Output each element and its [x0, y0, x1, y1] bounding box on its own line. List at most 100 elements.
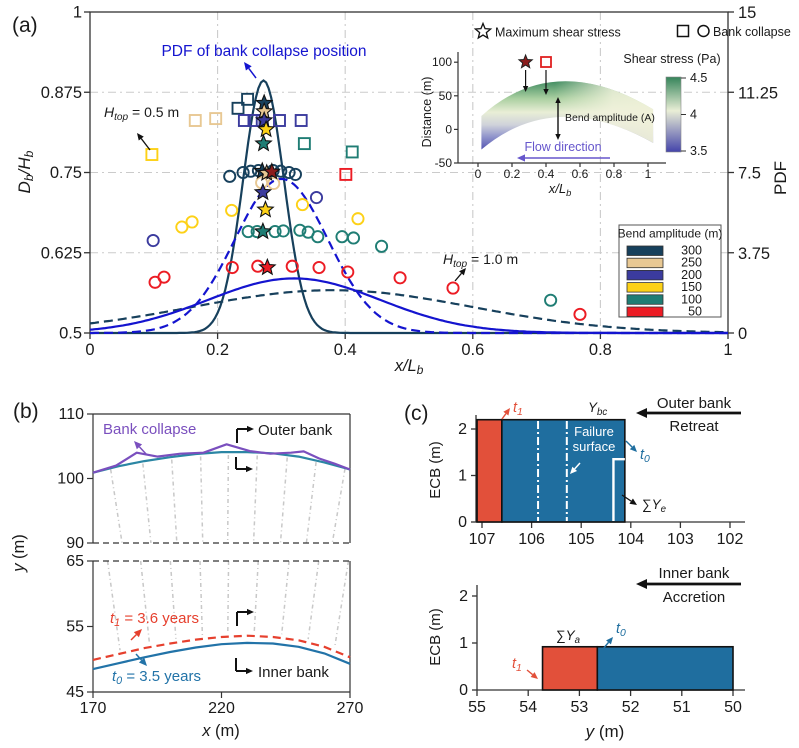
- scatter-circle-50: [341, 265, 355, 279]
- scatter-star-150: [256, 119, 276, 138]
- inset-star-arrow-head: [522, 86, 529, 92]
- scatter-circle-50: [446, 281, 460, 295]
- scatter-square-200: [294, 114, 308, 127]
- inset-tick-label-y: 0: [445, 122, 452, 136]
- double-arrow-head: [555, 134, 561, 140]
- scatter-circle-100: [241, 225, 255, 239]
- scatter-circle-150: [351, 212, 365, 226]
- panel-c-bottom-x-tick: 55: [468, 699, 486, 716]
- failure-surface-label-2: surface: [573, 439, 616, 454]
- panel-c-top-y-tick: 0: [458, 514, 467, 531]
- panel-a-right-ylabel: PDF: [771, 161, 790, 195]
- htop-05-arrow-head: [137, 133, 144, 141]
- scatter-circle-150: [185, 215, 199, 229]
- panel-a-ylabel: Db/Hb: [15, 150, 36, 193]
- inset-xlabel: x/Lb: [548, 181, 572, 198]
- scatter-circle-200: [146, 234, 160, 248]
- transect-line: [331, 468, 346, 544]
- panel-c-top-x-tick: 103: [667, 531, 694, 548]
- scatter-star-200: [254, 110, 274, 129]
- scatter-circle-50: [573, 307, 587, 321]
- scatter-circle-100: [311, 230, 325, 244]
- pdf-annotation: PDF of bank collapse position: [161, 43, 366, 60]
- scatter-square-200: [273, 114, 286, 127]
- scatter-square-300: [241, 92, 255, 106]
- panel-c-xlabel: y (m): [585, 722, 625, 741]
- transect-line: [280, 560, 290, 635]
- colorbar-title: Shear stress (Pa): [623, 52, 720, 66]
- bar-bank-at-t0: [596, 645, 734, 691]
- legend-entry-label: 200: [681, 268, 702, 282]
- pdf-mid-blue-dashed: [90, 177, 728, 335]
- transect-line: [252, 455, 258, 544]
- panel-b-bottom-tick-label: 65: [66, 553, 84, 570]
- panel-c-bottom-x-tick: 53: [571, 699, 589, 716]
- failure-surface-arrow-head: [570, 466, 578, 474]
- scatter-square-100: [297, 137, 311, 151]
- legend-swatch-250: [626, 257, 664, 269]
- htop-05-arrow: [140, 138, 151, 151]
- panel-b-top-tick-label: 110: [58, 406, 84, 423]
- panel-a-label: (a): [12, 14, 38, 37]
- collapse-step-line: [612, 458, 625, 521]
- inner-bank-t1-curve: [92, 634, 351, 661]
- tick-label-y: 0.75: [50, 164, 82, 182]
- htop-10-label: Htop = 1.0 m: [443, 251, 518, 270]
- panel-c-bottom-y-tick: 2: [459, 588, 468, 605]
- failure-surface-label-1: Failure: [574, 424, 614, 439]
- bank-collapse-label: Bank collapse: [103, 421, 196, 438]
- panel-c-top-ylabel: ECB (m): [427, 441, 444, 499]
- transect-line: [139, 560, 151, 644]
- outer-bank-label: Outer bank: [258, 422, 333, 439]
- legend-swatch-100: [626, 294, 664, 305]
- scatter-square-300: [231, 101, 245, 115]
- tick-label-x: 0: [85, 341, 94, 359]
- scatter-circle-50: [225, 260, 239, 275]
- legend-swatch-150: [626, 282, 664, 293]
- c-top-t0-arrow-head: [629, 444, 637, 452]
- inner-bank-arrow-icon-2-head: [246, 667, 253, 675]
- scatter-circle-50: [312, 260, 326, 275]
- panel-c-top-y-tick: 1: [458, 468, 467, 485]
- tick-label-pdf: 3.75: [738, 245, 770, 263]
- transect-line: [227, 560, 230, 633]
- scatter-circle-50: [285, 259, 299, 273]
- bar-bank-at-t0: [501, 418, 626, 523]
- ybc-label: Ybc: [588, 400, 607, 418]
- scatter-circle-100: [544, 293, 558, 307]
- panel-b-bottom-tick-label: 45: [66, 684, 84, 701]
- bar-accreted-between-t0-t1: [541, 645, 599, 691]
- tick-label-y: 1: [73, 4, 82, 22]
- panel-a-xlabel: x/Lb: [394, 357, 424, 377]
- legend-entry-label: 50: [688, 305, 702, 319]
- legend-max-shear-label: Maximum shear stress: [495, 26, 621, 40]
- transect-line: [305, 462, 317, 544]
- htop-05-label: Htop = 0.5 m: [104, 104, 179, 123]
- inset-tick-label-x: 1: [645, 167, 652, 181]
- tick-label-y: 0.625: [41, 244, 82, 262]
- panel-c-top-y-tick: 2: [458, 421, 467, 438]
- scatter-circle-100: [335, 230, 349, 244]
- legend-swatch-300: [626, 245, 664, 256]
- inner-bank-accretion-title: Inner bank: [659, 565, 730, 582]
- colorbar-tick-label: 4: [690, 108, 697, 122]
- transect-line: [307, 560, 320, 640]
- inset-collapse-square: [540, 56, 552, 68]
- transect-line: [199, 560, 204, 635]
- scatter-circle-150: [175, 220, 189, 234]
- c-top-t0-label: t0: [640, 447, 650, 465]
- panel-c-top-x-tick: 106: [518, 531, 545, 548]
- c-bottom-t0-arrow: [602, 641, 610, 650]
- scatter-circle-150: [295, 198, 310, 212]
- c-bottom-t1-label: t1: [512, 656, 522, 674]
- scatter-star-50: [258, 257, 277, 276]
- panel-b-top-tick-label: 90: [66, 535, 84, 552]
- scatter-circle-300: [244, 164, 258, 178]
- tick-label-pdf: 11.25: [738, 84, 778, 102]
- c-bottom-t1-arrow-head: [530, 672, 538, 679]
- tick-label-x: 1: [723, 341, 732, 359]
- legend-swatch-50: [626, 306, 664, 317]
- scatter-circle-300: [223, 169, 237, 183]
- scatter-circle-100: [268, 225, 282, 239]
